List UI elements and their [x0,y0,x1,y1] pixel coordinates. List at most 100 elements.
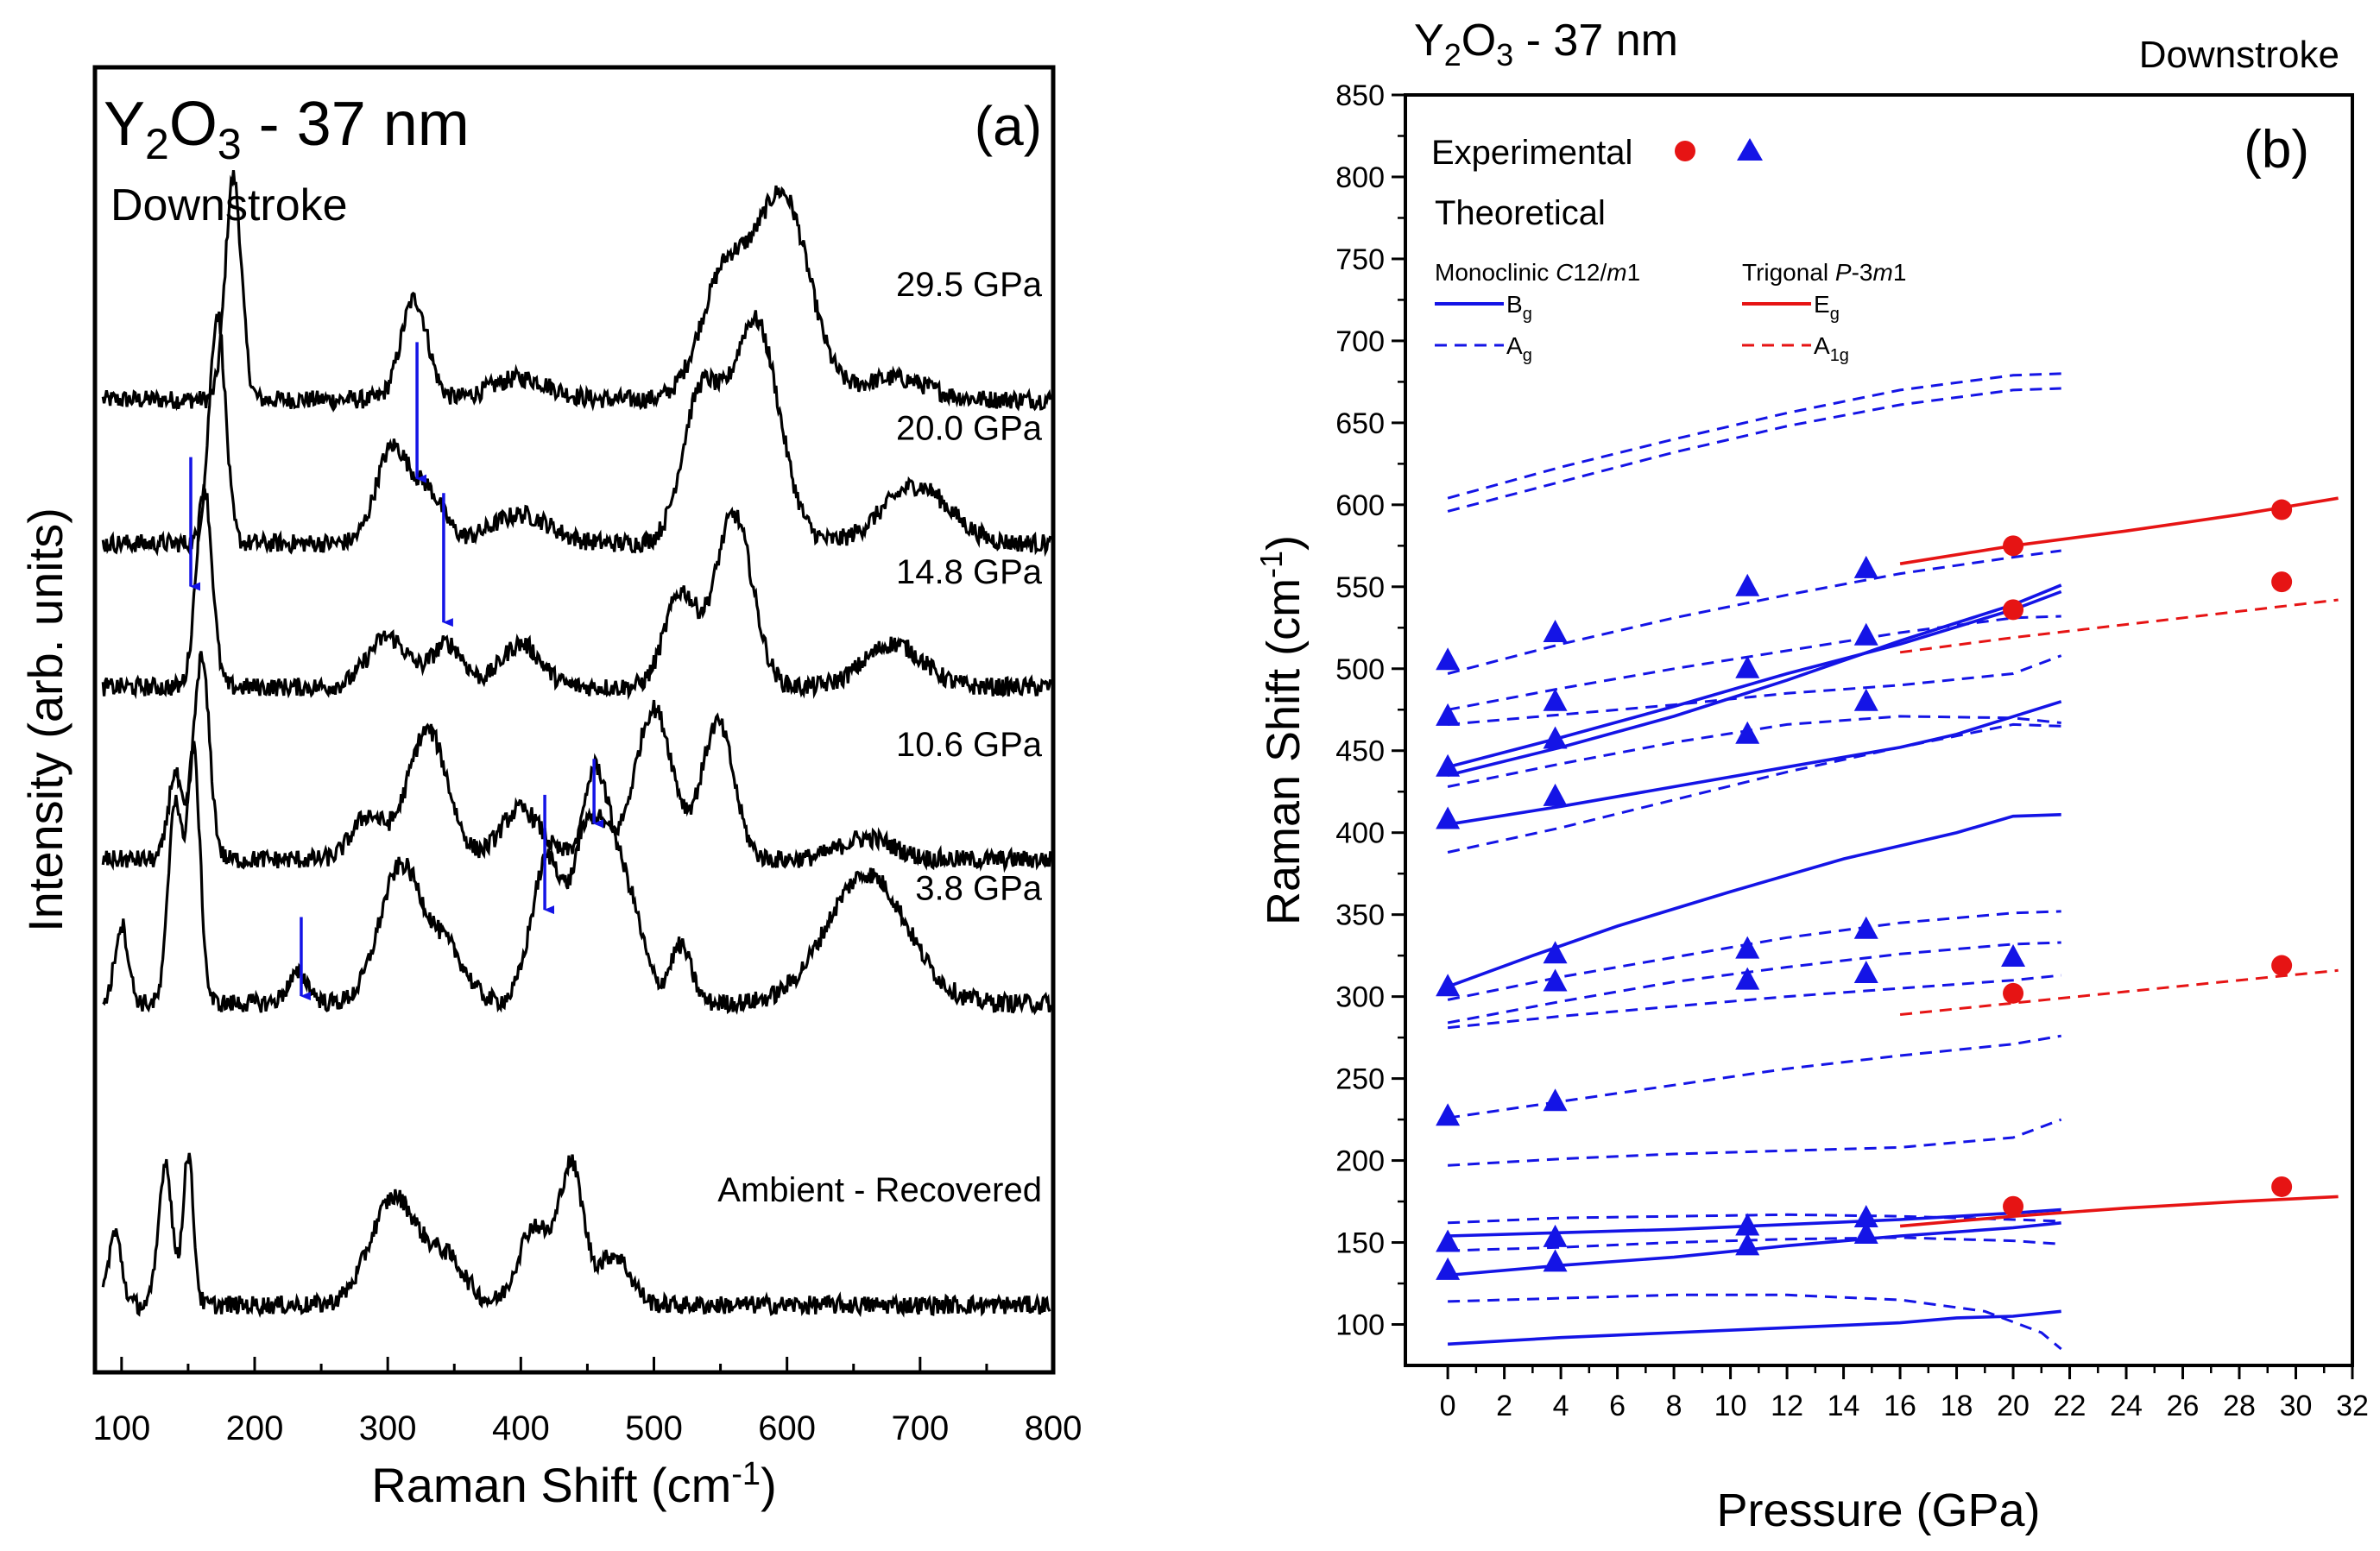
exp-circle-point-3 [2003,535,2024,557]
panel-a-series-labels: 29.5 GPa 20.0 GPa 14.8 GPa 10.6 GPa 3.8 GPa A… [717,266,1042,1209]
theory-bg-line-3 [1447,813,2061,988]
exp-circle-point-4 [2271,1176,2293,1197]
spectrum-4 [102,741,1052,1016]
b-y-tick-label-5: 350 [1335,899,1385,932]
panel-b-frame [1404,93,2354,1367]
spectrum-label-3: 10.6 GPa [896,726,1043,764]
theory-bg-line-4 [1447,700,2062,826]
b-x-tick-label-0: 0 [1440,1390,1456,1422]
b-x-tick-label-1: 2 [1496,1390,1512,1422]
exp-triangle-point-2 [1436,1103,1461,1126]
exp-triangle-point-18 [1735,1233,1760,1256]
spectrum-3 [101,651,1052,873]
a-x-tick-label-6: 700 [891,1409,949,1447]
b-x-tick-label-13: 26 [2167,1390,2200,1422]
a-x-tick-label-1: 200 [226,1409,284,1447]
b-x-tick-label-15: 30 [2280,1390,2313,1422]
exp-triangle-point-13 [1543,783,1568,806]
panel-b-legend: Experimental Theoretical Monoclinic C12/… [1431,134,1906,365]
legend-trigonal-heading: Trigonal P-3m1 [1742,259,1906,286]
exp-triangle-point-21 [1735,721,1760,744]
exp-circle-point-7 [2271,499,2293,520]
exp-triangle-point-19 [1735,967,1760,990]
panel-b-label: (b) [2244,120,2309,180]
legend-exp-circle-marker [1675,141,1695,161]
theory-ag-line-4 [1447,1034,2061,1119]
theory-ag-line-6 [1447,941,2061,1025]
spectrum-label-1: 20.0 GPa [896,410,1043,448]
exp-triangle-point-11 [1543,968,1568,992]
b-x-tick-label-2: 4 [1553,1390,1569,1422]
spectrum-2 [101,483,1052,701]
legend-bg-label: Bg [1506,291,1532,324]
exp-triangle-point-31 [2001,944,2026,968]
exp-triangle-point-12 [1543,941,1568,964]
spectrum-label-5: Ambient - Recovered [717,1171,1042,1209]
exp-triangle-point-17 [1735,1213,1760,1236]
b-y-tick-label-12: 700 [1335,325,1385,358]
b-y-tick-label-10: 600 [1335,489,1385,522]
exp-triangle-point-7 [1436,647,1461,671]
panel-a-frame [92,65,1056,1375]
panel-b-title: Y2O3 - 37 nm [1414,16,1678,73]
panel-b-x-axis-label: Pressure (GPa) [1716,1485,2040,1536]
exp-triangle-point-10 [1543,1088,1568,1112]
b-y-tick-label-6: 400 [1335,817,1385,850]
b-y-tick-label-2: 200 [1335,1145,1385,1178]
b-x-tick-label-8: 16 [1884,1390,1916,1422]
b-x-tick-label-11: 22 [2054,1390,2086,1422]
exp-triangle-point-24 [1853,1205,1878,1228]
b-y-tick-label-7: 450 [1335,735,1385,768]
theory-a1g-line-1 [1899,598,2339,654]
panel-a-x-axis-label: Raman Shift (cm-1) [371,1456,776,1512]
theory-ag-line-13 [1447,387,2061,513]
panel-a-spectra [101,170,1052,1318]
theory-ag-line-12 [1447,549,2061,675]
panel-b: Y2O3 - 37 nm Downstroke 0 2 4 6 8 10 12 14 16 18 2… [1253,16,2369,1536]
theory-ag-line-8 [1447,722,2061,854]
b-x-tick-label-5: 10 [1714,1390,1747,1422]
exp-circle-point-6 [2271,571,2293,593]
panel-a-y-axis-label: Intensity (arb. units) [18,508,73,932]
a-x-tick-label-2: 300 [359,1409,417,1447]
b-y-tick-label-3: 250 [1335,1063,1385,1096]
b-y-tick-label-1: 150 [1335,1227,1385,1260]
a-x-tick-label-5: 600 [758,1409,816,1447]
exp-circle-point-1 [2003,982,2024,1004]
exp-triangle-point-23 [1735,573,1760,596]
b-y-tick-label-4: 300 [1335,981,1385,1014]
b-x-tick-label-12: 24 [2110,1390,2143,1422]
exp-triangle-point-16 [1543,619,1568,642]
a-x-tick-label-3: 400 [492,1409,550,1447]
b-x-tick-label-7: 14 [1828,1390,1860,1422]
b-x-tick-label-3: 6 [1609,1390,1626,1422]
exp-triangle-point-22 [1735,655,1760,678]
exp-triangle-point-0 [1436,1229,1461,1252]
theory-a1g-line-0 [1899,968,2339,1016]
spectrum-5 [101,1152,1051,1318]
panel-a-arrows [189,342,604,1001]
b-y-tick-label-8: 500 [1335,653,1385,686]
exp-triangle-point-4 [1436,806,1461,829]
exp-triangle-point-30 [1853,555,1878,578]
exp-triangle-point-25 [1853,1221,1878,1245]
exp-triangle-point-26 [1853,961,1878,984]
panel-b-ticks: 0 2 4 6 8 10 12 14 16 18 20 22 24 26 28 30 3210015020025… [1335,79,2369,1422]
exp-triangle-point-8 [1543,1224,1568,1247]
spectrum-0 [101,170,1052,413]
exp-triangle-point-28 [1853,688,1878,711]
theory-ag-line-7 [1447,910,2061,1001]
legend-experimental: Experimental [1431,134,1632,172]
exp-triangle-point-14 [1543,726,1568,749]
b-x-tick-label-10: 20 [1997,1390,2030,1422]
panel-a: Y2O3 - 37 nm Downstroke (a) 29.5 GPa20.0… [18,65,1082,1512]
theory-ag-line-5 [1447,974,2061,1030]
exp-triangle-point-29 [1853,622,1878,646]
theory-ag-line-9 [1447,715,2061,788]
theory-ag-line-0 [1448,1293,2062,1351]
theory-bg-line-6 [1447,583,2062,777]
b-y-tick-label-11: 650 [1335,407,1385,440]
exp-triangle-point-9 [1543,1249,1568,1272]
legend-a1g-label: A1g [1814,332,1849,365]
theory-ag-line-11 [1447,615,2061,711]
